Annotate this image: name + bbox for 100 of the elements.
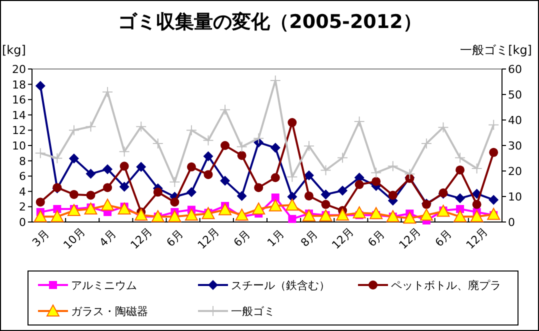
point [354,116,365,128]
point [168,210,182,222]
point [438,122,449,133]
point [186,162,196,172]
point [370,167,382,178]
point [204,170,213,180]
y-tick-label: 8 [19,154,26,168]
point [220,176,230,186]
point [488,194,499,205]
y-tick-label: 6 [19,170,26,184]
y2-tick-label: 20 [508,165,522,178]
point [286,171,298,182]
x-tick-label: 12月 [464,224,491,252]
point [186,124,197,136]
point [103,183,112,192]
point [236,141,248,152]
point [470,210,484,222]
y2-tick-label: 60 [508,63,522,76]
point [237,150,246,160]
y-tick-label: 0 [19,216,26,229]
point [86,168,96,179]
point [136,162,146,172]
y2-axis-title: 一般ゴミ[kg] [460,43,532,57]
point [489,148,498,157]
point [271,194,280,202]
point [34,148,46,159]
x-tick-label: 6月 [231,227,254,250]
legend-label: スチール（鉄含む） [231,279,330,292]
point [152,138,164,149]
y2-tick-label: 10 [508,190,522,204]
point [321,200,330,209]
point [69,190,78,199]
point [151,210,164,222]
point [170,198,180,207]
y-tick-label: 10 [12,140,26,152]
y2-tick-label: 40 [508,114,522,127]
point [436,204,450,217]
y-tick-label: 18 [12,78,26,92]
point [50,210,64,222]
point [67,204,80,216]
point [488,119,500,130]
point [304,191,314,200]
point [252,202,266,214]
point [320,189,331,200]
point [36,198,45,207]
point [487,208,500,220]
point [403,212,416,224]
point [454,152,466,164]
y2-tick-label: 30 [508,140,522,152]
point [320,164,332,176]
x-tick-label: 4月 [96,227,119,250]
point [220,141,230,150]
point [202,207,215,220]
x-tick-label: 12月 [329,224,356,252]
y2-tick-label: 50 [508,88,522,102]
point [337,152,348,164]
point [220,104,231,116]
chart-title: ゴミ収集量の変化（2005-2012） [118,11,422,33]
legend-label: ガラス・陶磁器 [71,305,148,318]
x-tick-label: 10月 [60,224,88,252]
point [118,146,130,158]
point [338,186,348,196]
legend-label: ペットボトル、廃プラ [391,279,501,292]
point [288,214,296,223]
point [253,132,264,144]
point [270,173,280,182]
point [370,207,383,220]
x-tick-label: 12月 [128,224,155,252]
point [404,168,416,180]
point [235,208,248,221]
point [169,176,180,188]
point [102,164,113,174]
point [336,208,350,221]
point [304,170,314,180]
y-tick-label: 14 [12,108,26,122]
point [387,160,398,172]
point [372,176,381,186]
legend-label: アルミニウム [71,279,137,292]
point [118,202,131,214]
point [388,190,398,200]
point [386,210,400,222]
point [35,80,46,91]
y-tick-label: 4 [19,185,26,198]
point [136,121,147,132]
point [455,193,466,204]
point [120,162,129,171]
y2-tick-label: 0 [508,216,515,229]
point [184,208,198,221]
point [456,204,464,213]
point [86,190,96,200]
y-tick-label: 12 [12,124,26,138]
x-tick-label: 6月 [164,227,186,250]
point [471,162,482,174]
y-tick-label: 20 [12,63,26,76]
point [354,180,364,190]
x-tick-label: 12月 [195,224,222,252]
point [119,182,130,192]
point [186,187,196,198]
point [420,208,433,221]
point [101,198,114,211]
